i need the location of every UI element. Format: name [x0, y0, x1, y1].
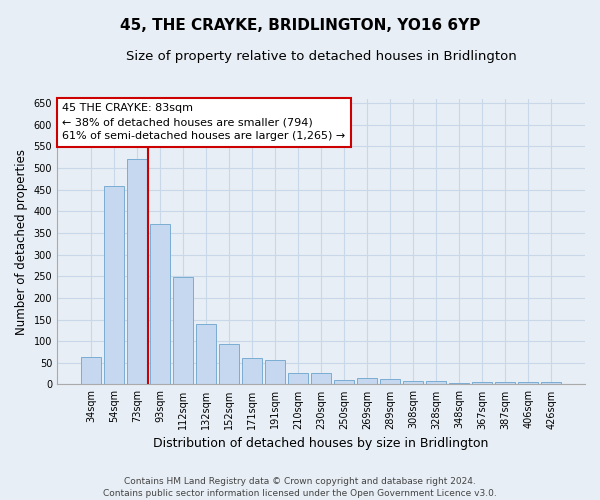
Bar [541, 382, 561, 384]
Bar [81, 357, 101, 384]
Text: 45 THE CRAYKE: 83sqm
← 38% of detached houses are smaller (794)
61% of semi-deta: 45 THE CRAYKE: 83sqm ← 38% of detached h… [62, 103, 346, 141]
Bar [288, 372, 308, 384]
Bar [265, 360, 285, 384]
Bar [357, 378, 377, 384]
Bar [334, 380, 354, 384]
Title: Size of property relative to detached houses in Bridlington: Size of property relative to detached ho… [125, 50, 517, 63]
Bar [127, 160, 146, 384]
Bar [472, 382, 492, 384]
Bar [496, 382, 515, 384]
Bar [380, 379, 400, 384]
Bar [403, 381, 423, 384]
Bar [150, 224, 170, 384]
Text: Contains HM Land Registry data © Crown copyright and database right 2024.
Contai: Contains HM Land Registry data © Crown c… [103, 476, 497, 498]
Bar [104, 186, 124, 384]
Y-axis label: Number of detached properties: Number of detached properties [15, 148, 28, 334]
Bar [518, 382, 538, 384]
Bar [219, 344, 239, 385]
Bar [427, 380, 446, 384]
Bar [311, 372, 331, 384]
X-axis label: Distribution of detached houses by size in Bridlington: Distribution of detached houses by size … [154, 437, 489, 450]
Bar [196, 324, 216, 384]
Bar [173, 277, 193, 384]
Bar [242, 358, 262, 384]
Bar [449, 382, 469, 384]
Text: 45, THE CRAYKE, BRIDLINGTON, YO16 6YP: 45, THE CRAYKE, BRIDLINGTON, YO16 6YP [120, 18, 480, 32]
